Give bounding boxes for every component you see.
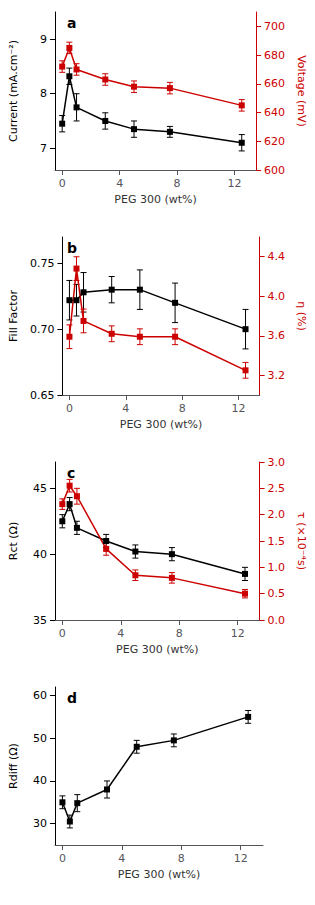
- svg-text:c: c: [67, 465, 75, 481]
- svg-text:3.0: 3.0: [268, 456, 286, 469]
- svg-text:0.65: 0.65: [30, 389, 55, 402]
- svg-text:0.75: 0.75: [30, 257, 55, 270]
- svg-text:a: a: [67, 15, 76, 31]
- svg-text:0.0: 0.0: [268, 614, 286, 627]
- svg-text:640: 640: [264, 106, 285, 119]
- svg-text:d: d: [67, 690, 77, 706]
- svg-text:8: 8: [176, 627, 183, 640]
- svg-text:12: 12: [231, 627, 245, 640]
- svg-text:8: 8: [179, 402, 186, 415]
- svg-text:30: 30: [33, 817, 47, 830]
- svg-text:4: 4: [118, 852, 125, 865]
- svg-text:8: 8: [178, 852, 185, 865]
- svg-text:50: 50: [33, 732, 47, 745]
- svg-text:PEG 300 (wt%): PEG 300 (wt%): [118, 868, 200, 881]
- svg-text:Voltage (mV): Voltage (mV): [295, 55, 308, 127]
- svg-text:2.5: 2.5: [268, 482, 286, 495]
- svg-text:Rdiff (Ω): Rdiff (Ω): [7, 743, 20, 789]
- svg-text:3.2: 3.2: [268, 369, 286, 382]
- svg-text:PEG 300 (wt%): PEG 300 (wt%): [116, 643, 198, 656]
- svg-text:Current (mA.cm⁻²): Current (mA.cm⁻²): [7, 40, 20, 142]
- svg-text:1.5: 1.5: [268, 535, 286, 548]
- svg-text:Fill Factor: Fill Factor: [7, 290, 20, 342]
- svg-text:η (%): η (%): [295, 301, 308, 331]
- svg-text:680: 680: [264, 49, 285, 62]
- svg-text:700: 700: [264, 20, 285, 33]
- svg-text:620: 620: [264, 135, 285, 148]
- svg-text:0.70: 0.70: [30, 323, 55, 336]
- svg-text:0: 0: [59, 852, 66, 865]
- svg-text:4: 4: [117, 627, 124, 640]
- svg-text:12: 12: [234, 852, 248, 865]
- svg-text:8: 8: [174, 177, 181, 190]
- svg-text:PEG 300 (wt%): PEG 300 (wt%): [114, 193, 196, 206]
- svg-text:60: 60: [33, 689, 47, 702]
- svg-text:8: 8: [40, 87, 47, 100]
- svg-text:35: 35: [33, 614, 47, 627]
- svg-text:600: 600: [264, 164, 285, 177]
- svg-text:12: 12: [228, 177, 242, 190]
- svg-text:0: 0: [59, 627, 66, 640]
- svg-text:4: 4: [122, 402, 129, 415]
- svg-text:3.6: 3.6: [268, 329, 286, 342]
- svg-text:PEG 300 (wt%): PEG 300 (wt%): [120, 418, 202, 431]
- svg-text:40: 40: [33, 774, 47, 787]
- svg-text:12: 12: [231, 402, 245, 415]
- svg-text:4.0: 4.0: [268, 290, 286, 303]
- svg-text:40: 40: [33, 548, 47, 561]
- svg-text:0: 0: [59, 177, 66, 190]
- svg-text:b: b: [67, 240, 77, 256]
- svg-text:Rct (Ω): Rct (Ω): [7, 522, 20, 561]
- svg-text:45: 45: [33, 482, 47, 495]
- svg-text:7: 7: [40, 142, 47, 155]
- svg-text:τ (×10⁻⁴s): τ (×10⁻⁴s): [295, 512, 308, 570]
- svg-text:4: 4: [116, 177, 123, 190]
- svg-text:9: 9: [40, 33, 47, 46]
- svg-text:4.4: 4.4: [268, 250, 286, 263]
- svg-text:660: 660: [264, 77, 285, 90]
- svg-text:0: 0: [66, 402, 73, 415]
- svg-text:1.0: 1.0: [268, 561, 286, 574]
- svg-text:0.5: 0.5: [268, 587, 286, 600]
- svg-text:2.0: 2.0: [268, 508, 286, 521]
